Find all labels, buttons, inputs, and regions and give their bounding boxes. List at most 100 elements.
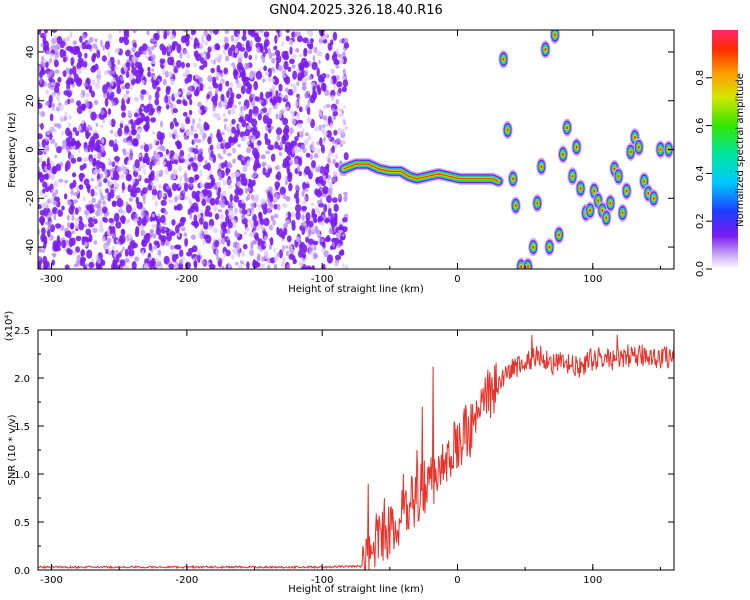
noise-speck: [263, 250, 269, 258]
noise-speck: [334, 262, 339, 267]
noise-speck: [327, 151, 333, 158]
noise-speck: [202, 238, 206, 246]
noise-speck: [147, 66, 151, 72]
noise-speck: [284, 141, 291, 150]
noise-speck: [101, 55, 107, 62]
noise-speck: [341, 128, 345, 135]
noise-speck: [197, 162, 202, 167]
noise-speck: [81, 34, 87, 40]
noise-speck: [197, 154, 204, 163]
noise-speck: [297, 147, 302, 153]
noise-speck: [134, 159, 140, 169]
noise-speck: [332, 139, 336, 144]
noise-speck: [336, 243, 341, 249]
noise-speck: [173, 153, 179, 160]
noise-speck: [151, 60, 156, 65]
noise-speck: [105, 240, 111, 246]
noise-speck: [151, 188, 158, 196]
noise-speck: [97, 205, 102, 212]
noise-speck: [140, 145, 144, 150]
noise-speck: [237, 249, 241, 255]
noise-speck: [90, 90, 95, 98]
noise-speck: [148, 260, 154, 269]
noise-speck: [216, 181, 222, 187]
noise-speck: [104, 40, 110, 50]
noise-speck: [112, 170, 118, 178]
spectral-spot: [498, 50, 509, 69]
noise-speck: [125, 70, 130, 79]
noise-speck: [226, 152, 232, 157]
spectral-spot: [502, 121, 513, 139]
noise-speck: [125, 173, 132, 182]
noise-speck: [102, 200, 106, 206]
noise-speck: [231, 211, 235, 219]
noise-speck: [260, 263, 265, 268]
noise-speck: [297, 72, 304, 80]
noise-speck: [284, 87, 289, 93]
noise-speck: [68, 115, 72, 120]
noise-speck: [104, 70, 109, 76]
noise-speck: [315, 166, 319, 173]
noise-speck: [81, 67, 87, 71]
noise-speck: [164, 226, 167, 232]
noise-speck: [254, 130, 261, 139]
spot-layer: [575, 145, 578, 149]
noise-speck: [219, 200, 222, 205]
noise-speck: [212, 76, 217, 84]
y-tick-label: 0.5: [14, 518, 30, 529]
noise-speck: [291, 111, 295, 115]
noise-speck: [80, 250, 84, 257]
noise-speck: [251, 179, 256, 187]
noise-speck: [278, 111, 282, 119]
noise-speck: [276, 226, 280, 236]
noise-speck: [77, 148, 81, 154]
noise-speck: [255, 36, 262, 43]
noise-speck: [331, 177, 336, 183]
noise-speck: [87, 217, 94, 224]
noise-speck: [122, 246, 125, 251]
noise-speck: [245, 62, 250, 70]
noise-speck: [70, 57, 74, 67]
noise-speck: [92, 132, 100, 140]
noise-speck: [168, 132, 172, 138]
noise-speck: [114, 65, 119, 71]
noise-speck: [159, 58, 166, 64]
noise-speck: [148, 50, 153, 56]
noise-speck: [173, 93, 178, 98]
noise-speck: [332, 171, 338, 177]
spot-layer: [502, 57, 505, 61]
spectral-spot: [544, 238, 555, 257]
spot-layer: [609, 201, 612, 205]
noise-speck: [134, 51, 141, 58]
noise-speck: [171, 43, 176, 51]
noise-speck: [224, 30, 230, 35]
noise-speck: [182, 49, 188, 55]
noise-speck: [150, 181, 154, 186]
noise-speck: [222, 147, 227, 155]
noise-speck: [225, 80, 230, 87]
noise-speck: [109, 168, 114, 173]
noise-speck: [39, 77, 42, 84]
noise-speck: [85, 228, 92, 236]
noise-speck: [326, 194, 332, 204]
noise-speck: [243, 231, 247, 236]
noise-speck: [297, 122, 303, 129]
noise-speck: [85, 263, 89, 268]
noise-speck: [100, 192, 103, 198]
spot-layer: [601, 208, 604, 213]
noise-speck: [221, 162, 226, 169]
noise-speck: [147, 184, 153, 191]
noise-speck: [203, 221, 209, 230]
noise-speck: [263, 217, 270, 227]
noise-speck: [91, 79, 96, 86]
noise-speck: [248, 54, 252, 61]
noise-speck: [124, 258, 129, 263]
noise-speck: [236, 83, 242, 89]
noise-speck: [75, 130, 80, 136]
noise-speck: [178, 165, 183, 172]
noise-speck: [248, 219, 251, 223]
noise-speck: [274, 141, 279, 150]
noise-speck: [227, 184, 233, 189]
noise-speck: [112, 70, 116, 75]
noise-speck: [334, 153, 339, 159]
